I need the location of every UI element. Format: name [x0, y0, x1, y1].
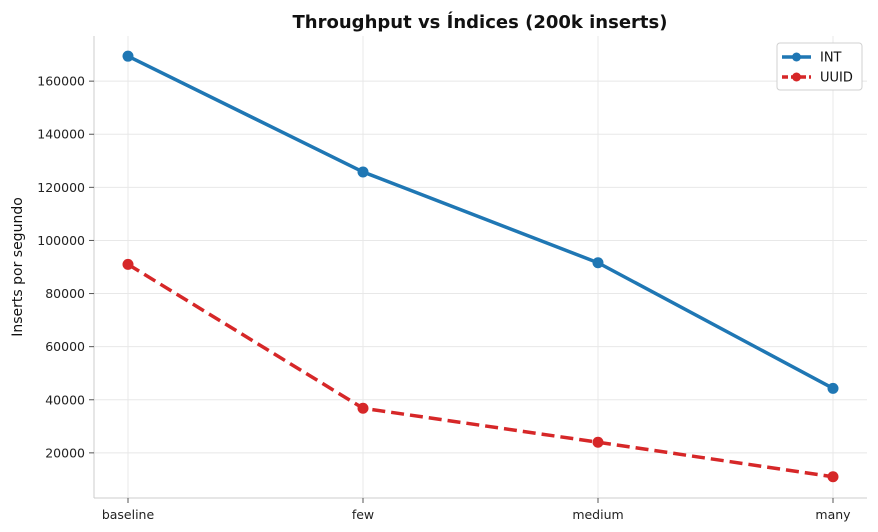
y-axis-label: Inserts por segundo	[10, 197, 26, 337]
series-group	[122, 50, 839, 483]
y-tick-label: 40000	[45, 392, 85, 407]
legend-label-uuid: UUID	[820, 71, 853, 86]
y-tick-label: 160000	[37, 74, 85, 89]
data-point-uuid	[827, 471, 839, 483]
y-tick-label: 60000	[45, 339, 85, 354]
data-point-uuid	[122, 258, 134, 270]
x-tick-label: baseline	[102, 507, 155, 522]
data-point-int	[357, 166, 369, 178]
y-tick-label: 80000	[45, 286, 85, 301]
y-tick-label: 20000	[45, 445, 85, 460]
x-tick-label: medium	[572, 507, 623, 522]
legend: INT UUID	[776, 42, 863, 91]
y-tick-label: 120000	[37, 180, 85, 195]
y-tick-labels: 20000 40000 60000 80000 100000 120000 140000 16…	[37, 74, 94, 460]
data-point-uuid	[592, 436, 604, 448]
legend-label-int: INT	[820, 51, 842, 66]
data-point-uuid	[357, 402, 369, 414]
grid-lines	[94, 36, 867, 498]
data-point-int	[592, 257, 604, 269]
x-tick-label: many	[815, 507, 851, 522]
legend-marker-int	[792, 52, 801, 62]
x-tick-labels: baseline few medium many	[102, 498, 851, 522]
data-point-int	[122, 50, 134, 62]
chart-title: Throughput vs Índices (200k inserts)	[293, 11, 668, 33]
x-tick-label: few	[352, 507, 374, 522]
y-tick-label: 100000	[37, 233, 85, 248]
data-point-int	[827, 382, 839, 394]
axes	[93, 36, 867, 499]
series-line-uuid	[127, 262, 834, 479]
legend-marker-uuid	[792, 72, 801, 82]
y-tick-label: 140000	[37, 127, 85, 142]
series-line-int	[127, 54, 834, 390]
